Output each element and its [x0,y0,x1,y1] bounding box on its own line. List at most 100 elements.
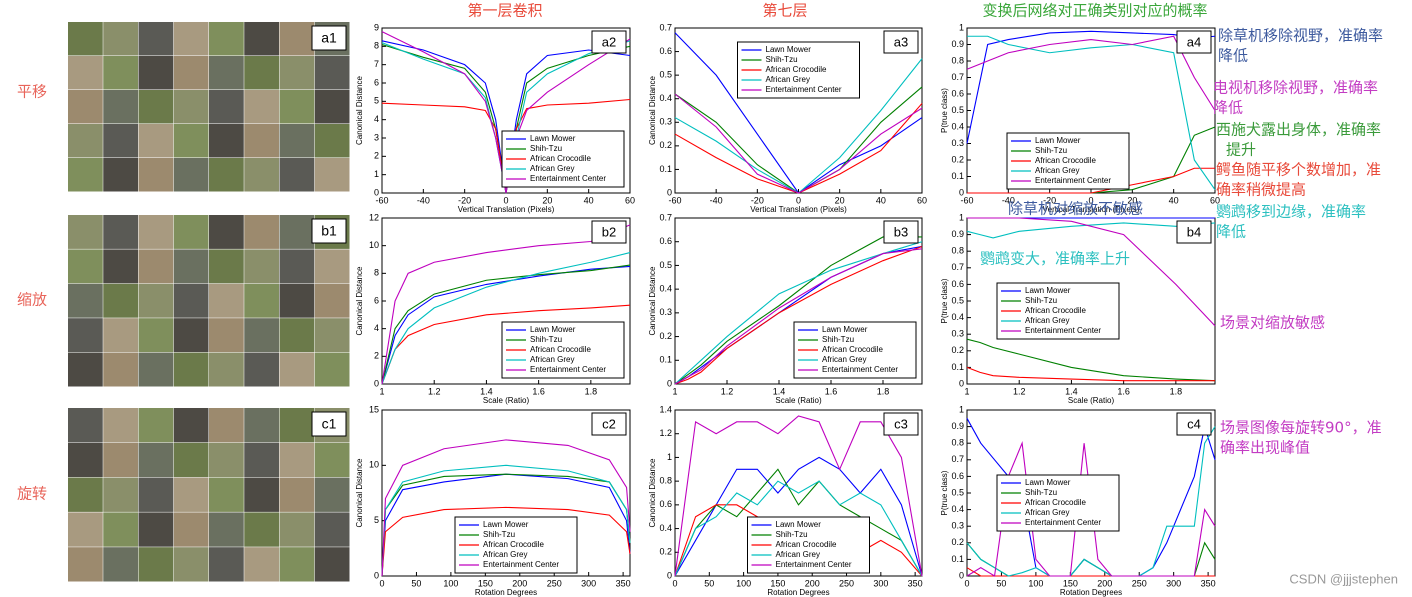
legend-label: Lawn Mower [766,45,812,54]
y-tick-label: 0.2 [659,547,672,557]
y-tick-label: 0.2 [951,345,964,355]
series-line [381,439,631,577]
x-tick-label: 1.4 [773,386,786,396]
y-axis-label: Canonical Distance [648,266,657,335]
series-line [381,264,631,385]
y-tick-label: 0.8 [951,55,964,65]
y-tick-label: 0 [374,570,379,580]
series-line [674,236,922,385]
legend-label: Lawn Mower [530,134,576,143]
lines [381,31,631,194]
image-tile [68,56,103,90]
x-tick-label: -40 [1002,195,1015,205]
x-tick-label: 50 [704,578,714,588]
image-tile [209,249,244,284]
panel-label: c4 [1187,416,1201,431]
x-tick-label: -20 [1043,195,1056,205]
annotation: 西施犬露出身体，准确率 [1216,121,1381,139]
y-tick-label: 0.4 [951,121,964,131]
image-tile [138,158,174,192]
image-tile [68,547,103,582]
image-tile [314,124,350,158]
legend-label: African Crocodile [530,345,591,354]
watermark: CSDN @jjjstephen [1289,571,1398,586]
image-tile [279,215,315,249]
x-tick-label: 1.8 [1170,386,1183,396]
x-tick-label: 200 [512,578,527,588]
x-tick-label: 1 [964,386,969,396]
y-tick-label: 0.5 [659,260,672,270]
y-axis-label: Canonical Distance [355,266,364,335]
x-tick-label: 0 [503,195,508,205]
x-tick-label: 1.6 [1117,386,1130,396]
image-tile [279,249,315,284]
image-tile [314,90,350,124]
panel-label: b1 [321,223,337,239]
panel-label-box [1176,412,1212,436]
y-tick-label: 0 [374,378,379,388]
image-tile [138,124,174,158]
legend-label: African Crocodile [530,154,591,163]
image-tile [68,283,103,318]
image-tile [103,442,138,478]
series-line [674,480,923,577]
legend-label: African Crocodile [1025,306,1086,315]
series-line [674,415,923,577]
image-tile [209,547,244,582]
y-tick-label: 1 [959,404,964,414]
x-tick-label: 150 [770,578,785,588]
annotation: 降低 [1213,99,1243,117]
image-tile [314,318,350,353]
x-tick-label: 0 [964,578,969,588]
panel-label: b4 [1187,224,1201,239]
y-axis-label: Canonical Distance [648,75,657,144]
x-tick-label: 150 [478,578,493,588]
legend-label: African Crocodile [766,65,827,74]
legend-label: African Grey [766,75,810,84]
annotation: 确率出现峰值 [1220,439,1310,457]
x-tick-label: 0 [672,578,677,588]
lines [674,32,923,194]
series-line [381,265,631,385]
x-tick-label: -40 [710,195,723,205]
x-axis-label: Scale (Ratio) [483,396,530,405]
x-tick-label: 50 [996,578,1006,588]
series-line [966,366,1215,382]
y-tick-label: 0.1 [659,355,672,365]
annotation: 场景图像每旋转90°，准 [1220,419,1382,437]
image-tile [138,56,174,90]
legend-label: Shih-Tzu [822,335,854,344]
legend-label: African Grey [822,355,866,364]
x-tick-label: -60 [375,195,388,205]
image-tile [279,547,315,582]
x-tick-label: -60 [960,195,973,205]
x-tick-label: 350 [908,578,923,588]
legend-label: African Crocodile [1025,498,1086,507]
series-line [674,93,923,194]
y-tick-label: 0.4 [659,284,672,294]
image-tile [103,283,138,318]
legend-label: Entertainment Center [776,560,852,569]
y-tick-label: 0.6 [951,471,964,481]
image-tile [279,56,315,90]
annotation: 提升 [1226,141,1256,159]
image-tile [314,547,350,582]
y-tick-label: 0.4 [951,504,964,514]
lines [381,224,631,385]
image-tile [209,477,244,512]
column-title: 第一层卷积 [467,2,542,20]
image-tile [209,158,244,192]
x-tick-label: 200 [805,578,820,588]
series-line [967,217,1216,327]
y-axis-label: Canonical Distance [355,458,364,527]
x-tick-label: 60 [1210,195,1220,205]
x-axis-label: Rotation Degrees [767,588,829,597]
series-line [674,248,923,385]
image-tile [138,477,174,512]
x-axis-label: Scale (Ratio) [1068,396,1115,405]
legend-label: Lawn Mower [483,520,529,529]
series-line [966,222,1216,239]
image-tile [209,90,244,124]
image-tile [103,477,138,512]
y-tick-label: 6 [374,295,379,305]
